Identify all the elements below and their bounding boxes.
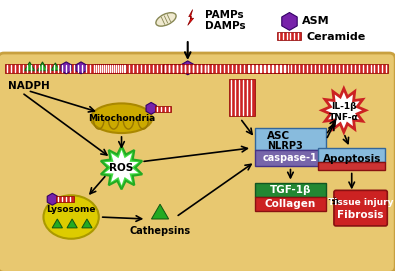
Text: NADPH: NADPH [8,81,50,91]
Text: PAMPs: PAMPs [204,10,243,20]
Text: Mitochondria: Mitochondria [88,114,155,123]
Text: ASC: ASC [267,131,290,141]
Text: Cathepsins: Cathepsins [130,226,191,236]
Ellipse shape [156,13,176,26]
Polygon shape [37,62,48,71]
Polygon shape [105,150,138,185]
Ellipse shape [91,103,152,133]
Text: NLRP3: NLRP3 [267,141,302,151]
Polygon shape [61,62,71,74]
Text: TGF-1β: TGF-1β [270,185,311,195]
Bar [163,64,212,73]
Bar [255,197,326,211]
Ellipse shape [44,195,99,239]
FancyBboxPatch shape [255,128,326,150]
Bar [318,162,385,170]
Bar [229,79,255,116]
Text: Lysosome: Lysosome [46,205,96,213]
Bar [5,64,388,73]
Bar [277,32,301,40]
Text: Tissue injury: Tissue injury [328,198,393,207]
Polygon shape [76,62,86,74]
Polygon shape [322,88,366,132]
Text: caspase-1: caspase-1 [263,153,318,163]
Text: Ceramide: Ceramide [306,32,366,42]
Text: TNF-α: TNF-α [329,113,359,122]
Polygon shape [67,219,77,228]
Text: Fibrosis: Fibrosis [337,210,384,220]
Text: ASM: ASM [302,16,330,26]
Polygon shape [52,219,62,228]
Bar [94,64,126,73]
Bar [318,148,385,162]
Polygon shape [152,204,169,219]
Bar [247,64,286,73]
Bar [155,106,171,112]
Polygon shape [51,63,60,70]
Polygon shape [146,102,156,114]
Bar [255,183,326,197]
Text: DAMPs: DAMPs [204,21,245,31]
FancyBboxPatch shape [255,150,326,166]
Text: IL-1β: IL-1β [331,102,356,111]
Text: Apoptosis: Apoptosis [322,154,381,164]
Bar [56,196,74,202]
Polygon shape [188,10,194,25]
Polygon shape [24,62,35,71]
FancyBboxPatch shape [0,53,395,272]
Text: Collagen: Collagen [265,199,316,209]
Text: ROS: ROS [109,163,134,173]
Polygon shape [47,193,58,205]
FancyBboxPatch shape [334,190,387,226]
Polygon shape [101,146,142,189]
Polygon shape [182,61,194,75]
Polygon shape [282,13,297,30]
Polygon shape [82,219,92,228]
